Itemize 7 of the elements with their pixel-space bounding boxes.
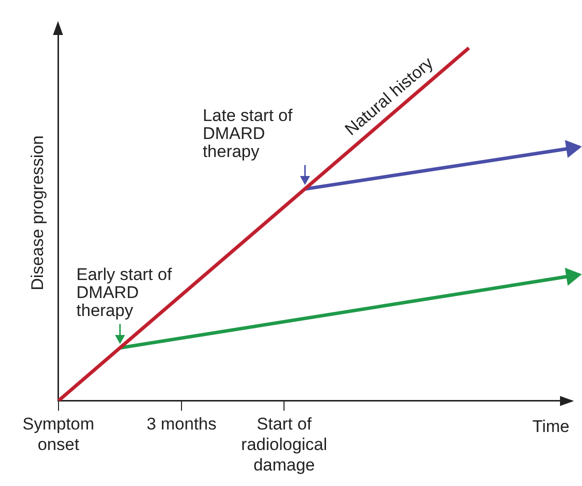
x-tick-label: 3 months	[146, 414, 217, 434]
y-axis-title: Disease progression	[28, 135, 47, 290]
annotation: Late start of DMARD therapy	[202, 106, 294, 162]
x-axis-title: Time	[532, 416, 570, 436]
annotation: Early start of DMARD therapy	[76, 264, 173, 320]
x-tick-label: Symptom onset	[22, 414, 94, 454]
x-tick-label: Start of radiological damage	[241, 414, 328, 474]
